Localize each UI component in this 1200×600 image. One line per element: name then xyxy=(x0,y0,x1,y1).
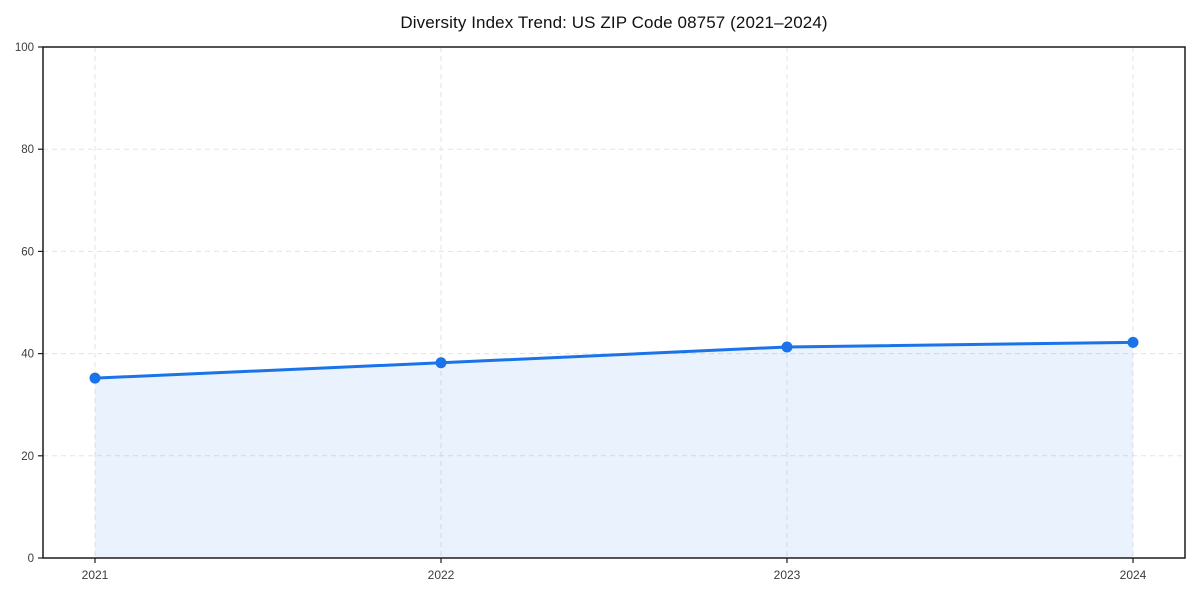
y-tick-label: 80 xyxy=(21,144,34,156)
x-tick-label: 2024 xyxy=(1120,568,1147,582)
x-tick-label: 2022 xyxy=(428,568,455,582)
x-tick-label: 2021 xyxy=(82,568,109,582)
data-point-marker xyxy=(89,372,101,384)
area-fill xyxy=(95,342,1133,558)
y-tick-label: 40 xyxy=(21,349,34,361)
y-tick-label: 60 xyxy=(21,246,34,258)
data-point-marker xyxy=(1127,336,1139,348)
data-line xyxy=(93,340,1135,380)
y-tick-label: 20 xyxy=(21,451,34,463)
chart-title: Diversity Index Trend: US ZIP Code 08757… xyxy=(400,13,828,32)
y-tick-label: 0 xyxy=(28,553,34,565)
data-point-marker xyxy=(781,341,793,353)
data-point-marker xyxy=(435,357,447,369)
plot-border xyxy=(42,46,1186,559)
x-tick-label: 2023 xyxy=(774,568,801,582)
y-tick-label: 100 xyxy=(15,42,34,54)
